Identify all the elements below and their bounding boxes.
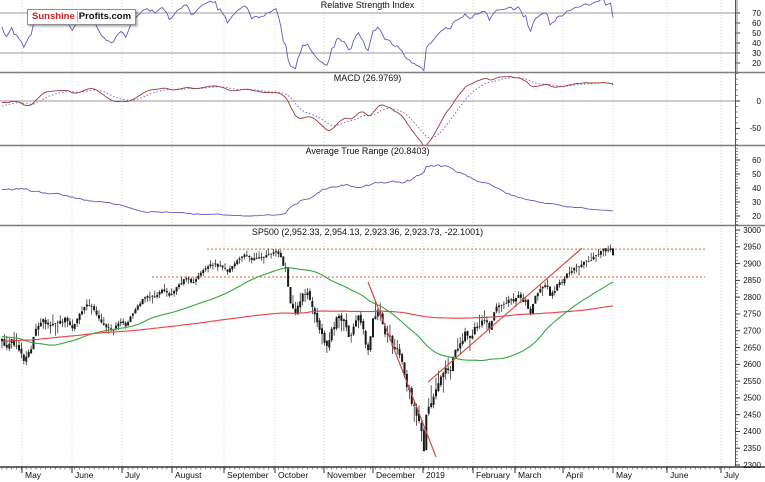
price-candles <box>1 244 614 452</box>
svg-text:50: 50 <box>752 29 761 38</box>
svg-text:40: 40 <box>752 184 761 193</box>
svg-text:2650: 2650 <box>743 343 761 352</box>
svg-text:2500: 2500 <box>743 394 761 403</box>
svg-text:2800: 2800 <box>743 293 761 302</box>
svg-text:2750: 2750 <box>743 310 761 319</box>
svg-text:60: 60 <box>752 156 761 165</box>
rsi-line <box>1 0 614 72</box>
svg-text:May: May <box>616 470 633 480</box>
svg-text:2950: 2950 <box>743 243 761 252</box>
logo-sunshine-text: Sunshine <box>32 11 78 22</box>
value-axis: 7060504030200-50605040302030002950290028… <box>735 0 762 470</box>
svg-text:60: 60 <box>752 19 761 28</box>
logo-profits-text: Profits.com <box>78 11 132 22</box>
macd-lines <box>1 76 614 145</box>
svg-text:August: August <box>175 470 202 480</box>
x-axis: May June July August September October Novembe… <box>0 466 765 480</box>
svg-text:September: September <box>227 470 269 480</box>
svg-text:40: 40 <box>752 39 761 48</box>
svg-text:50: 50 <box>752 170 761 179</box>
svg-text:June: June <box>670 470 689 480</box>
svg-text:2850: 2850 <box>743 276 761 285</box>
reference-lines <box>0 12 735 102</box>
moving-averages <box>1 267 614 362</box>
svg-text:July: July <box>125 470 141 480</box>
svg-text:70: 70 <box>752 9 761 18</box>
svg-text:30: 30 <box>752 198 761 207</box>
svg-text:2550: 2550 <box>743 377 761 386</box>
svg-text:-50: -50 <box>749 124 761 133</box>
svg-text:3000: 3000 <box>743 226 761 235</box>
svg-text:2450: 2450 <box>743 410 761 419</box>
svg-text:20: 20 <box>752 212 761 221</box>
atr-line <box>1 164 614 217</box>
svg-text:2350: 2350 <box>743 444 761 453</box>
svg-text:February: February <box>476 470 511 480</box>
svg-text:April: April <box>566 470 583 480</box>
svg-text:2900: 2900 <box>743 259 761 268</box>
svg-text:March: March <box>518 470 542 480</box>
panel-separators <box>0 71 765 227</box>
month-gridlines <box>21 0 722 467</box>
svg-text:July: July <box>724 470 740 480</box>
svg-text:May: May <box>25 470 42 480</box>
svg-text:2600: 2600 <box>743 360 761 369</box>
svg-text:2400: 2400 <box>743 427 761 436</box>
svg-text:November: November <box>327 470 366 480</box>
svg-text:2019: 2019 <box>426 470 445 480</box>
svg-text:December: December <box>376 470 415 480</box>
svg-text:20: 20 <box>752 59 761 68</box>
svg-text:2700: 2700 <box>743 327 761 336</box>
svg-text:0: 0 <box>757 97 762 106</box>
resistance-lines <box>152 248 705 278</box>
svg-text:2300: 2300 <box>743 461 761 470</box>
trend-lines <box>367 247 583 458</box>
sunshineprofits-logo: Sunshine Profits.com <box>27 9 137 25</box>
svg-text:30: 30 <box>752 49 761 58</box>
svg-text:June: June <box>75 470 94 480</box>
svg-text:October: October <box>278 470 308 480</box>
